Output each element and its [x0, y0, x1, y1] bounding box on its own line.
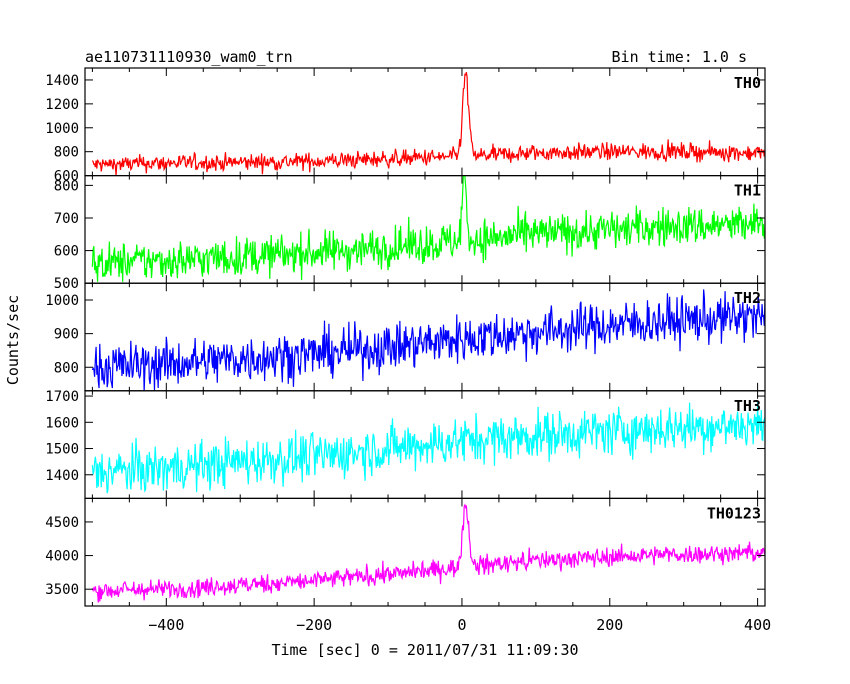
- y-tick-label: 1600: [45, 415, 79, 431]
- panel-label-th3: TH3: [734, 397, 761, 415]
- panel-frame: [84, 497, 766, 607]
- panel-th3: 1400 1500 1600 1700 TH3: [45, 389, 766, 499]
- series-line-th3: [91, 402, 765, 494]
- series-line-th1: [91, 175, 765, 282]
- y-tick-label: 4000: [45, 549, 79, 565]
- y-tick-label: 600: [54, 244, 79, 260]
- y-tick-label: 800: [54, 360, 79, 376]
- y-tick-label: 1000: [45, 293, 79, 309]
- x-tick-label: 400: [744, 616, 771, 634]
- panel-th0123: 3500 4000 4500 TH0123: [45, 497, 766, 607]
- y-tick-label: 1000: [45, 121, 79, 137]
- x-tick-label: 200: [596, 616, 623, 634]
- series-line-th0123: [91, 503, 765, 603]
- y-tick-label: 1500: [45, 442, 79, 458]
- y-tick-label: 800: [54, 145, 79, 161]
- y-tick-label: 900: [54, 327, 79, 343]
- panel-label-th0: TH0: [734, 74, 761, 92]
- x-tick-label: −200: [296, 616, 332, 634]
- y-tick-label: 1400: [45, 73, 79, 89]
- y-tick-label: 1200: [45, 97, 79, 113]
- chart-title: ae110731110930_wam0_trn: [85, 48, 293, 66]
- series-line-th2: [91, 289, 765, 391]
- x-axis-label: Time [sec] 0 = 2011/07/31 11:09:30: [271, 641, 578, 659]
- x-tick-label: 0: [457, 616, 466, 634]
- y-tick-label: 3500: [45, 582, 79, 598]
- y-axis-label: Counts/sec: [4, 295, 22, 385]
- y-tick-label: 1400: [45, 468, 79, 484]
- panel-th2: 800 900 1000 TH2: [45, 282, 766, 392]
- y-tick-label: 4500: [45, 515, 79, 531]
- panel-th0: 600 800 1000 1200 1400 TH0: [45, 67, 766, 185]
- panel-frame: [84, 390, 766, 499]
- panel-th1: 500 600 700 800 TH1: [54, 175, 766, 292]
- y-tick-label: 700: [54, 211, 79, 227]
- y-tick-label: 500: [54, 276, 79, 292]
- panel-label-th2: TH2: [734, 289, 761, 307]
- panel-label-th0123: TH0123: [707, 504, 761, 522]
- panel-label-th1: TH1: [734, 182, 761, 200]
- series-line-th0: [91, 71, 765, 176]
- x-tick-label: −400: [148, 616, 184, 634]
- y-tick-label: 1700: [45, 389, 79, 405]
- bin-time-label: Bin time: 1.0 s: [612, 48, 747, 66]
- y-tick-label: 800: [54, 178, 79, 194]
- y-tick-label: 600: [54, 169, 79, 185]
